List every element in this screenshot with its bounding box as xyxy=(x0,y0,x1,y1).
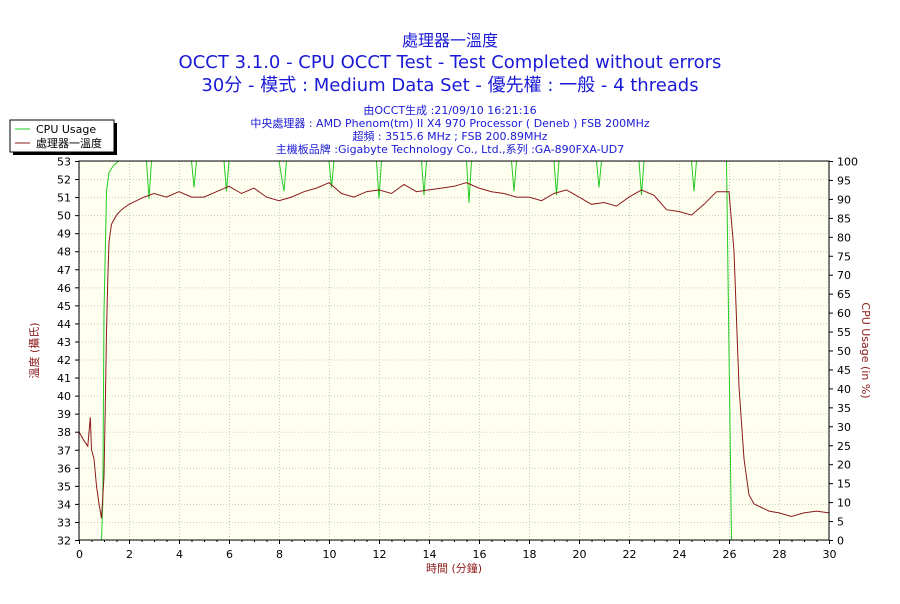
chart-subtitle-line-4: 主機板品牌 :Gigabyte Technology Co., Ltd.,系列 … xyxy=(276,142,624,156)
y-axis-right-label: CPU Usage (in %) xyxy=(859,302,872,398)
x-tick-label: 30 xyxy=(823,548,837,561)
y-right-tick-label: 60 xyxy=(837,307,851,320)
x-axis-label: 時間 (分鐘) xyxy=(426,561,482,575)
legend-box xyxy=(9,119,115,153)
x-tick-label: 12 xyxy=(373,548,387,561)
grid xyxy=(79,161,830,541)
y-right-tick-label: 45 xyxy=(837,364,851,377)
y-right-tick-label: 40 xyxy=(837,383,851,396)
y-left-tick-label: 51 xyxy=(57,192,71,205)
x-tick-label: 10 xyxy=(323,548,337,561)
y-right-tick-label: 25 xyxy=(837,440,851,453)
chart-subtitle-line-1: 由OCCT生成 :21/09/10 16:21:16 xyxy=(363,103,536,117)
y-left-tick-label: 50 xyxy=(57,210,71,223)
legend-label-cpu-usage: CPU Usage xyxy=(36,123,96,136)
y-left-tick-label: 53 xyxy=(57,156,71,169)
y-left-tick-label: 38 xyxy=(57,426,71,439)
x-tick-label: 16 xyxy=(473,548,487,561)
y-right-tick-label: 80 xyxy=(837,231,851,244)
chart-subtitle-line-2: 中央處理器 : AMD Phenom(tm) II X4 970 Process… xyxy=(250,116,650,130)
x-tick-label: 6 xyxy=(226,548,233,561)
y-right-tick-label: 5 xyxy=(837,516,844,529)
y-right-tick-label: 75 xyxy=(837,250,851,263)
y-right-tick-label: 90 xyxy=(837,193,851,206)
y-right-tick-label: 65 xyxy=(837,288,851,301)
y-left-tick-label: 40 xyxy=(57,390,71,403)
chart-titles: 處理器一溫度 OCCT 3.1.0 - CPU OCCT Test - Test… xyxy=(179,31,722,156)
y-left-tick-label: 37 xyxy=(57,444,71,457)
y-left-tick-label: 35 xyxy=(57,480,71,493)
y-left-tick-label: 41 xyxy=(57,372,71,385)
series-line-temperature xyxy=(78,182,830,519)
plot-area xyxy=(79,161,829,540)
axes: 3233343536373839404142434445464748495051… xyxy=(57,156,858,562)
x-tick-label: 20 xyxy=(573,548,587,561)
y-left-tick-label: 34 xyxy=(57,498,71,511)
y-left-tick-label: 42 xyxy=(57,354,71,367)
y-right-tick-label: 100 xyxy=(837,156,858,169)
chart-subtitle-line-3: 超頻 : 3515.6 MHz ; FSB 200.89MHz xyxy=(352,129,547,143)
y-right-tick-label: 50 xyxy=(837,345,851,358)
x-tick-label: 26 xyxy=(723,548,737,561)
y-left-tick-label: 36 xyxy=(57,462,71,475)
y-right-tick-label: 35 xyxy=(837,402,851,415)
legend-label-temperature: 處理器一溫度 xyxy=(36,136,102,150)
y-right-tick-label: 30 xyxy=(837,421,851,434)
y-axis-left-label: 溫度 (攝氏) xyxy=(27,322,41,378)
y-right-tick-label: 10 xyxy=(837,497,851,510)
y-right-tick-label: 95 xyxy=(837,174,851,187)
chart-title-line-2: OCCT 3.1.0 - CPU OCCT Test - Test Comple… xyxy=(179,52,722,73)
y-right-tick-label: 55 xyxy=(837,326,851,339)
y-left-tick-label: 32 xyxy=(57,535,71,548)
y-right-tick-label: 85 xyxy=(837,212,851,225)
y-left-tick-label: 44 xyxy=(57,318,71,331)
y-left-tick-label: 33 xyxy=(57,516,71,529)
y-left-tick-label: 47 xyxy=(57,264,71,277)
y-left-tick-label: 45 xyxy=(57,300,71,313)
y-left-tick-label: 52 xyxy=(57,174,71,187)
chart-title-line-3: 30分 - 模式 : Medium Data Set - 優先權 : 一般 - … xyxy=(201,75,698,96)
x-tick-label: 0 xyxy=(76,548,83,561)
y-right-tick-label: 15 xyxy=(837,478,851,491)
legend: CPU Usage 處理器一溫度 xyxy=(9,119,117,155)
y-left-tick-label: 46 xyxy=(57,282,71,295)
y-left-tick-label: 39 xyxy=(57,408,71,421)
y-left-tick-label: 49 xyxy=(57,228,71,241)
x-tick-label: 24 xyxy=(673,548,687,561)
x-tick-label: 2 xyxy=(126,548,133,561)
x-tick-label: 28 xyxy=(773,548,787,561)
y-right-tick-label: 0 xyxy=(837,535,844,548)
y-left-tick-label: 43 xyxy=(57,336,71,349)
x-tick-label: 4 xyxy=(176,548,183,561)
x-tick-label: 8 xyxy=(276,548,283,561)
y-right-tick-label: 70 xyxy=(837,269,851,282)
y-right-tick-label: 20 xyxy=(837,459,851,472)
chart-title-line-1: 處理器一溫度 xyxy=(402,31,498,50)
x-tick-label: 22 xyxy=(623,548,637,561)
y-left-tick-label: 48 xyxy=(57,246,71,259)
x-tick-label: 14 xyxy=(423,548,437,561)
x-tick-label: 18 xyxy=(523,548,537,561)
